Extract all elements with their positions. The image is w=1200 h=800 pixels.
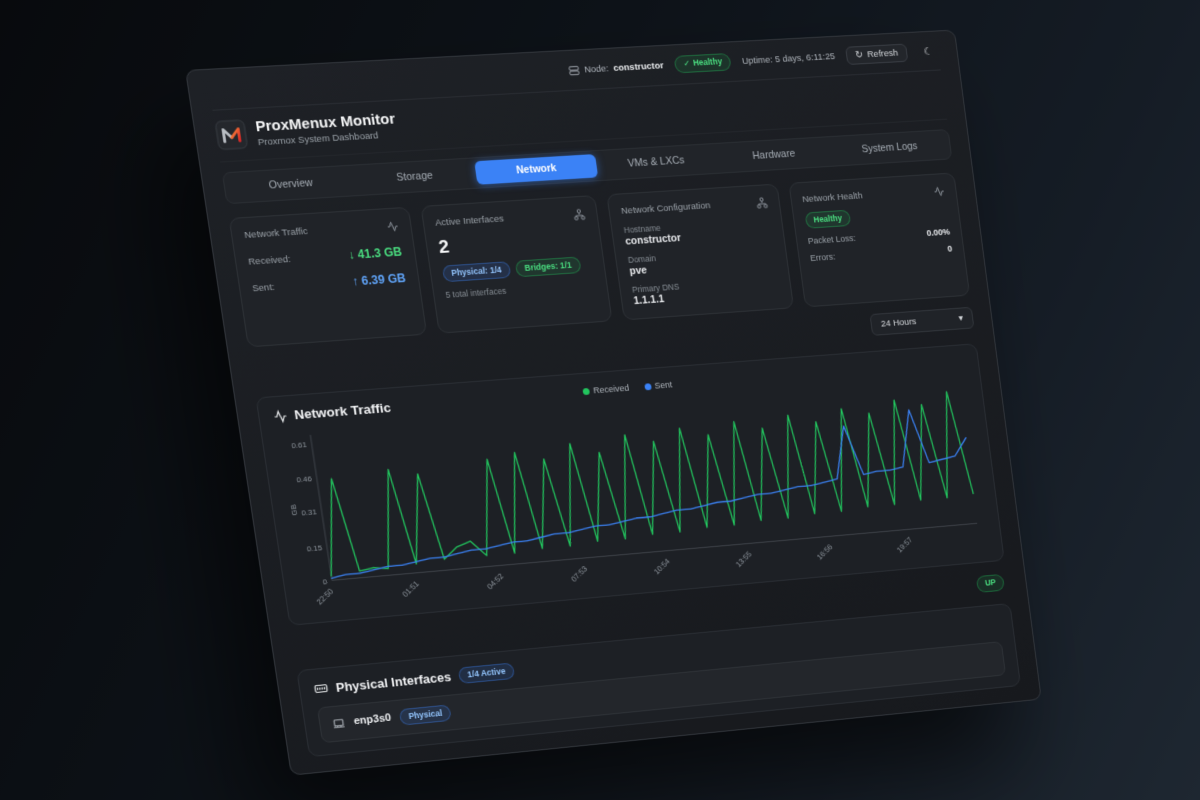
- check-icon: ✓: [682, 58, 691, 69]
- sent-label: Sent:: [251, 281, 276, 294]
- network-icon: [573, 208, 586, 220]
- health-badge: Healthy: [804, 209, 852, 229]
- chart-legend: Received Sent: [582, 380, 673, 396]
- refresh-button[interactable]: ↻ Refresh: [844, 43, 909, 65]
- tab-overview[interactable]: Overview: [268, 177, 314, 192]
- app-header: ProxMenux Monitor Proxmox System Dashboa…: [212, 70, 948, 163]
- tab-hardware[interactable]: Hardware: [751, 147, 796, 162]
- up-status-badge: UP: [976, 574, 1005, 593]
- sent-value: ↑ 6.39 GB: [351, 271, 407, 289]
- legend-sent-label: Sent: [653, 379, 673, 391]
- physical-count-badge: Physical: 1/4: [441, 261, 512, 283]
- dashboard-window: Node: constructor ✓ Healthy Uptime: 5 da…: [185, 29, 1042, 776]
- card-title: Active Interfaces: [434, 213, 505, 229]
- tab-network[interactable]: Network: [474, 154, 599, 185]
- health-status-badge: ✓ Healthy: [673, 53, 732, 73]
- legend-received: Received: [582, 383, 630, 396]
- received-value: ↓ 41.3 GB: [347, 244, 403, 263]
- total-interfaces-text: 5 total interfaces: [444, 285, 507, 300]
- network-configuration-card: Network Configuration Hostname construct…: [606, 183, 794, 321]
- activity-icon: [933, 185, 945, 197]
- section-title: Physical Interfaces: [334, 669, 453, 695]
- dark-mode-toggle[interactable]: ☾: [917, 40, 940, 62]
- node-label: Node:: [583, 62, 610, 75]
- traffic-line-chart: 0 0.15 0.31 0.46 0.61 22:50 01:51 04:52 07:53 10:…: [289, 378, 990, 607]
- svg-text:0.31: 0.31: [301, 508, 318, 518]
- network-traffic-card: Network Traffic Received: ↓ 41.3 GB Sent…: [228, 206, 427, 348]
- time-range-value: 24 Hours: [880, 316, 917, 330]
- active-count-badge: 1/4 Active: [457, 662, 516, 684]
- received-dot-icon: [582, 387, 590, 395]
- interface-type-badge: Physical: [398, 703, 453, 726]
- card-title: Network Configuration: [620, 200, 712, 217]
- svg-text:GB: GB: [289, 504, 300, 516]
- packet-loss-value: 0.00%: [926, 226, 951, 238]
- refresh-icon: ↻: [854, 49, 864, 61]
- svg-text:07:53: 07:53: [569, 564, 589, 584]
- svg-text:04:52: 04:52: [486, 571, 506, 591]
- sent-dot-icon: [643, 382, 652, 390]
- tab-vms-lxcs[interactable]: VMs & LXCs: [627, 154, 686, 170]
- uptime-text: Uptime: 5 days, 6:11:25: [741, 50, 836, 67]
- activity-icon: [272, 409, 288, 424]
- svg-text:22:50: 22:50: [315, 587, 336, 607]
- interface-name: enp3s0: [353, 712, 392, 728]
- svg-text:0.46: 0.46: [296, 474, 313, 484]
- refresh-label: Refresh: [866, 47, 899, 60]
- svg-text:16:56: 16:56: [815, 542, 834, 561]
- svg-text:0: 0: [322, 577, 328, 586]
- physical-interfaces-section: Physical Interfaces 1/4 Active enp3s0 Ph…: [296, 602, 1021, 757]
- legend-received-label: Received: [592, 382, 630, 396]
- svg-text:0.61: 0.61: [291, 440, 308, 450]
- card-title: Network Health: [801, 190, 864, 206]
- health-status-label: Healthy: [692, 56, 723, 69]
- legend-sent: Sent: [643, 379, 673, 392]
- node-indicator: Node: constructor: [568, 60, 664, 76]
- network-icon: [755, 197, 768, 209]
- card-title: Network Traffic: [243, 226, 309, 241]
- svg-text:19:57: 19:57: [895, 535, 914, 554]
- tab-system-logs[interactable]: System Logs: [860, 140, 919, 156]
- svg-text:0.15: 0.15: [306, 543, 323, 553]
- chevron-down-icon: ▾: [958, 313, 964, 324]
- network-health-card: Network Health Healthy Packet Loss: 0.00…: [787, 172, 971, 308]
- server-icon: [568, 65, 580, 76]
- node-value: constructor: [612, 59, 665, 74]
- chart-title: Network Traffic: [293, 400, 392, 423]
- packet-loss-label: Packet Loss:: [807, 233, 857, 246]
- header-titles: ProxMenux Monitor Proxmox System Dashboa…: [254, 111, 398, 149]
- ethernet-icon: [331, 716, 346, 730]
- errors-value: 0: [946, 243, 953, 254]
- network-traffic-chart-card: Network Traffic Received Sent 0 0.15 0.31 0…: [255, 343, 1005, 627]
- tab-storage[interactable]: Storage: [395, 169, 434, 184]
- activity-icon: [385, 220, 399, 233]
- proxmenux-logo: [214, 119, 249, 151]
- errors-label: Errors:: [809, 251, 836, 264]
- active-interfaces-card: Active Interfaces 2 Physical: 1/4 Bridge…: [419, 195, 613, 334]
- svg-text:01:51: 01:51: [401, 579, 421, 599]
- svg-text:10:54: 10:54: [652, 557, 672, 577]
- bridges-count-badge: Bridges: 1/1: [514, 256, 582, 278]
- svg-text:13:55: 13:55: [734, 549, 754, 568]
- time-range-select[interactable]: 24 Hours ▾: [869, 306, 975, 336]
- active-interface-count: 2: [437, 236, 451, 258]
- received-label: Received:: [247, 253, 292, 268]
- moon-icon: ☾: [922, 45, 934, 58]
- nic-icon: [313, 681, 329, 696]
